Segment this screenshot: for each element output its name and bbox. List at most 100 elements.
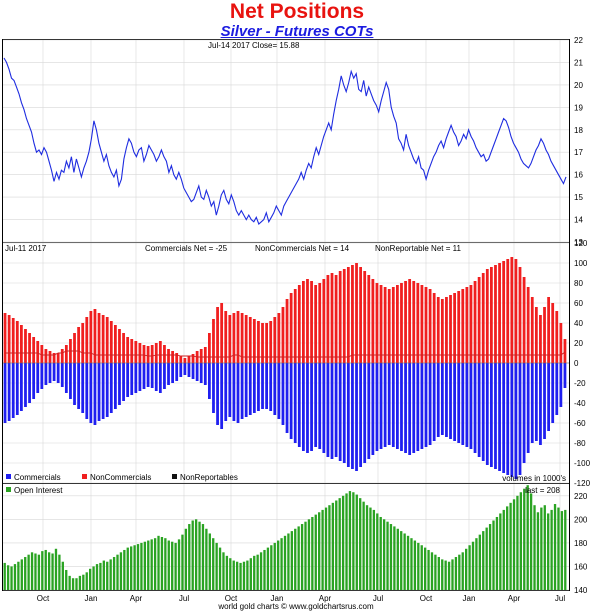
noncommercials-bar xyxy=(400,283,403,363)
open-interest-bar xyxy=(140,542,143,590)
chart-title: Net Positions xyxy=(229,0,365,23)
noncommercials-bar xyxy=(126,337,130,363)
commercials-bar xyxy=(7,363,11,421)
noncommercials-bar xyxy=(154,343,158,363)
noncommercials-bar xyxy=(346,267,350,363)
commercials-bar xyxy=(236,363,240,423)
price-tick-label: 20 xyxy=(574,81,583,90)
commercials-bar xyxy=(563,363,567,388)
commercials-bar xyxy=(154,363,158,391)
open-interest-bar xyxy=(116,554,119,590)
open-interest-bar xyxy=(430,552,434,590)
noncommercials-bar xyxy=(355,263,358,363)
commercials-bar xyxy=(97,363,101,421)
open-interest-bar xyxy=(225,555,229,590)
commercials-bar xyxy=(15,363,19,415)
commercials-bar xyxy=(481,363,485,461)
open-interest-bar xyxy=(341,495,345,590)
commercials-bar xyxy=(36,363,40,393)
open-interest-bar xyxy=(406,535,410,590)
x-tick-label: Apr xyxy=(130,594,143,603)
noncommercials-bar xyxy=(236,311,240,363)
open-interest-bar xyxy=(34,553,37,590)
open-interest-bar xyxy=(253,555,256,590)
noncommercials-bar xyxy=(387,289,391,363)
open-interest-bar xyxy=(386,521,389,590)
open-interest-bar xyxy=(277,540,280,590)
price-panel-frame xyxy=(2,39,570,243)
commercials-bar xyxy=(109,363,113,413)
open-interest-bar xyxy=(403,533,406,590)
open-interest-bar xyxy=(294,528,297,590)
open-interest-bar xyxy=(112,557,116,590)
commercials-bar xyxy=(555,363,559,415)
open-interest-bar xyxy=(352,492,355,590)
legend-noncommercials: NonCommercials xyxy=(90,473,151,482)
commercials-bar xyxy=(89,363,93,423)
cot-series xyxy=(3,257,569,479)
open-interest-bar xyxy=(246,560,249,590)
commercials-bar xyxy=(228,363,232,417)
commercials-bar xyxy=(363,363,367,463)
commercials-bar xyxy=(367,363,371,459)
noncommercials-bar xyxy=(318,283,322,363)
open-interest-bar xyxy=(379,516,382,590)
open-interest-bar xyxy=(553,504,557,590)
commercials-bar xyxy=(498,363,501,471)
noncommercials-bar xyxy=(359,267,362,363)
unit-note: volumes in 1000's xyxy=(502,474,566,483)
commercials-bar xyxy=(240,363,244,419)
noncommercials-bar xyxy=(277,313,281,363)
open-interest-bar xyxy=(174,542,177,590)
noncommercials-bar xyxy=(310,281,313,363)
open-interest-bar xyxy=(17,561,20,590)
open-interest-bar xyxy=(266,547,270,590)
commercials-bar xyxy=(506,363,510,475)
commercials-bar xyxy=(56,363,60,383)
commercials-bar xyxy=(306,363,309,453)
open-interest-bar xyxy=(523,488,526,590)
open-interest-bar xyxy=(502,509,505,590)
open-interest-bar xyxy=(123,549,126,590)
legend-open-interest: Open Interest xyxy=(14,486,63,495)
commercials-bar xyxy=(428,363,432,445)
noncommercials-bar xyxy=(36,341,40,363)
noncommercials-bar xyxy=(175,353,179,363)
open-interest-bar xyxy=(191,520,194,590)
commercials-bar xyxy=(142,363,146,389)
commercials-bar xyxy=(322,363,326,453)
commercials-bar xyxy=(375,363,379,451)
noncommercials-bar xyxy=(490,267,493,363)
open-interest-bar xyxy=(362,501,365,590)
noncommercials-bar xyxy=(404,281,407,363)
noncommercials-bar xyxy=(391,287,395,363)
commercials-bar xyxy=(534,363,538,441)
commercials-bar xyxy=(387,363,391,445)
commercials-bar xyxy=(101,363,105,419)
open-interest-bar xyxy=(147,540,150,590)
noncommercials-bar xyxy=(240,313,244,363)
noncommercials-bar xyxy=(216,307,219,363)
noncommercials-bar xyxy=(494,265,497,363)
noncommercials-bar xyxy=(547,297,550,363)
noncommercials-bar xyxy=(179,356,183,363)
noncommercials-bar xyxy=(363,271,367,363)
noncommercials-bar xyxy=(428,289,432,363)
commercials-bar xyxy=(93,363,97,425)
commercials-bar xyxy=(179,363,183,377)
open-interest-bar xyxy=(475,538,478,590)
commercials-bar xyxy=(167,363,170,385)
open-interest-bar xyxy=(372,509,376,590)
noncommercials-bar xyxy=(293,289,297,363)
noncommercials-bar xyxy=(506,259,510,363)
open-interest-bar xyxy=(222,552,225,590)
noncommercials-bar xyxy=(412,281,416,363)
commercials-bar xyxy=(342,363,346,463)
commercials-bar xyxy=(346,363,350,467)
commercials-bar xyxy=(20,363,23,411)
open-interest-bar xyxy=(468,545,471,590)
open-interest-bar xyxy=(41,551,44,590)
open-interest-bar xyxy=(157,535,160,590)
noncommercials-bar xyxy=(563,339,567,363)
open-interest-bar xyxy=(410,538,413,590)
